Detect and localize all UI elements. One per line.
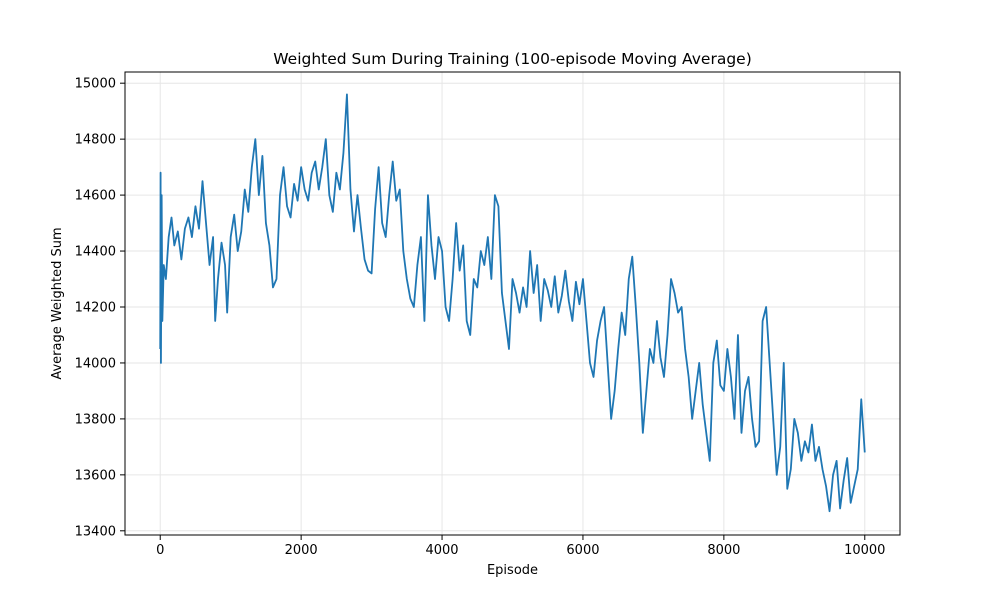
- chart-title: Weighted Sum During Training (100-episod…: [273, 50, 752, 68]
- x-tick-label: 0: [156, 543, 164, 558]
- x-axis-ticks: 0 2000 4000 6000 8000 10000: [156, 535, 885, 558]
- y-tick-label: 13400: [75, 524, 116, 539]
- x-tick-label: 4000: [425, 543, 458, 558]
- y-tick-label: 14600: [75, 189, 116, 204]
- y-tick-label: 14200: [75, 300, 116, 315]
- plot-frame: [124, 71, 901, 536]
- y-tick-label: 14400: [75, 245, 116, 260]
- x-tick-label: 6000: [566, 543, 599, 558]
- x-tick-label: 8000: [707, 543, 740, 558]
- grid-lines: [125, 72, 900, 535]
- y-tick-label: 14800: [75, 133, 116, 148]
- y-tick-label: 14000: [75, 356, 116, 371]
- y-axis-label: Average Weighted Sum: [50, 227, 65, 379]
- y-tick-label: 13600: [75, 468, 116, 483]
- x-tick-label: 10000: [844, 543, 885, 558]
- series-line: [159, 93, 866, 513]
- y-axis-ticks: 13400 13600 13800 14000 14200 14400 14600 14800…: [75, 77, 125, 539]
- data-series: [159, 93, 866, 513]
- y-tick-label: 15000: [75, 77, 116, 92]
- x-axis-label: Episode: [487, 563, 538, 578]
- x-tick-label: 2000: [285, 543, 318, 558]
- y-tick-label: 13800: [75, 412, 116, 427]
